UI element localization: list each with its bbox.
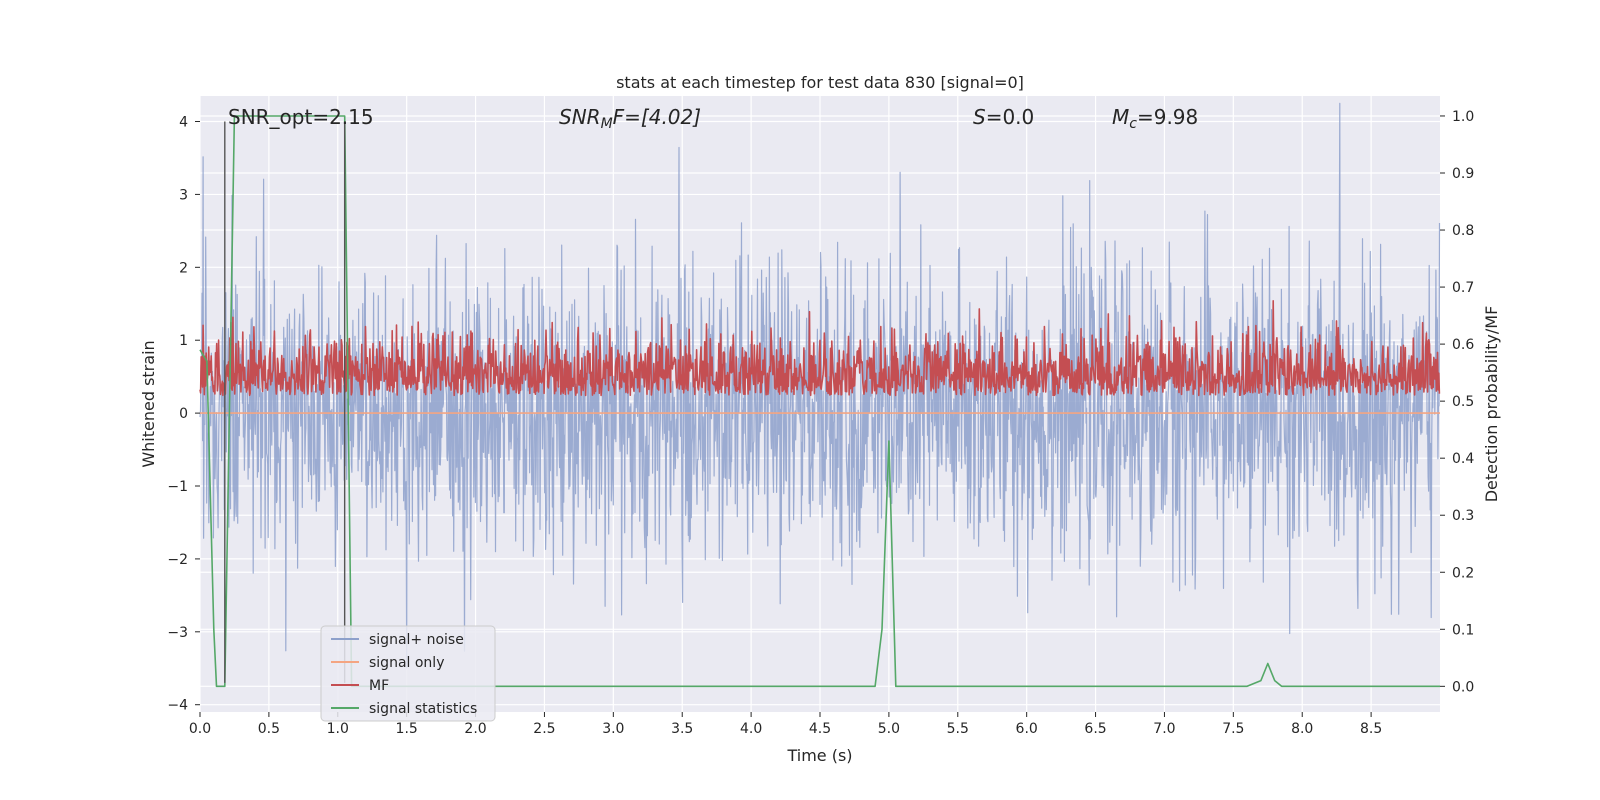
x-tick-label-8: 4.0 xyxy=(740,721,762,737)
x-tick-label-5: 2.5 xyxy=(533,721,555,737)
annotation-s-value: =0.0 xyxy=(986,105,1035,129)
x-tick-label-14: 7.0 xyxy=(1153,721,1175,737)
x-tick-label-9: 4.5 xyxy=(809,721,831,737)
chart-title: stats at each timestep for test data 830… xyxy=(616,73,1024,92)
y-tick-label-8: −4 xyxy=(167,698,188,714)
legend-label-signal-statistics: signal statistics xyxy=(369,701,477,717)
y-tick-label-4: 0 xyxy=(179,406,188,422)
x-tick-label-1: 0.5 xyxy=(258,721,280,737)
y2-tick-label-3: 0.7 xyxy=(1452,280,1474,296)
x-tick-label-0: 0.0 xyxy=(189,721,211,737)
legend-label-signal-only: signal only xyxy=(369,655,444,671)
x-tick-label-2: 1.0 xyxy=(327,721,349,737)
legend-label-mf: MF xyxy=(369,678,389,694)
legend: signal+ noise signal only MF signal stat… xyxy=(320,625,496,722)
annotation-mc-main: M xyxy=(1112,105,1129,129)
x-tick-label-15: 7.5 xyxy=(1222,721,1244,737)
x-tick-label-11: 5.5 xyxy=(947,721,969,737)
y2-tick-label-9: 0.1 xyxy=(1452,622,1474,638)
y-tick-label-7: −3 xyxy=(167,625,188,641)
x-tick-label-10: 5.0 xyxy=(878,721,900,737)
y-axis-label: Whitened strain xyxy=(139,340,158,467)
x-tick-label-7: 3.5 xyxy=(671,721,693,737)
series-mf xyxy=(199,300,1441,397)
x-tick-label-6: 3.0 xyxy=(602,721,624,737)
x-tick-label-13: 6.5 xyxy=(1084,721,1106,737)
x-axis-ticks: 0.0 0.5 1.0 1.5 2.0 2.5 3.0 3.5 4.0 4.5 5.0 5.5 6.0 6… xyxy=(189,712,1382,737)
x-axis-label: Time (s) xyxy=(786,746,852,765)
annotation-s-label: S xyxy=(973,105,986,129)
y2-tick-label-6: 0.4 xyxy=(1452,451,1474,467)
y2-axis-ticks: 1.0 0.9 0.8 0.7 0.6 0.5 0.4 0.3 0.2 0.1 0.0 xyxy=(1440,109,1474,695)
y2-tick-label-2: 0.8 xyxy=(1452,223,1474,239)
y2-tick-label-8: 0.2 xyxy=(1452,565,1474,581)
y2-axis-label: Detection probability/MF xyxy=(1482,306,1501,503)
annotation-snr-opt: SNR_opt=2.15 xyxy=(228,105,374,129)
y2-tick-label-10: 0.0 xyxy=(1452,679,1474,695)
y-tick-label-2: 2 xyxy=(179,260,188,276)
annotation-s: S=0.0 xyxy=(973,105,1034,129)
y-tick-label-3: 1 xyxy=(179,333,188,349)
y-tick-label-6: −2 xyxy=(167,552,188,568)
x-tick-label-3: 1.5 xyxy=(396,721,418,737)
annotation-snr-mf-main: SNR xyxy=(559,105,601,129)
annotation-mc-value: =9.98 xyxy=(1137,105,1198,129)
y2-tick-label-1: 0.9 xyxy=(1452,166,1474,182)
y2-tick-label-5: 0.5 xyxy=(1452,394,1474,410)
x-tick-label-17: 8.5 xyxy=(1360,721,1382,737)
y-tick-label-0: 4 xyxy=(179,115,188,131)
vertical-markers xyxy=(224,121,346,683)
legend-label-signal-noise: signal+ noise xyxy=(369,632,464,648)
y-axis-ticks: 4 3 2 1 0 −1 −2 −3 −4 xyxy=(167,115,200,714)
annotation-snr-mf: SNRMF=[4.02] xyxy=(559,105,701,132)
legend-box xyxy=(320,625,496,722)
y-tick-label-1: 3 xyxy=(179,187,188,203)
x-tick-label-12: 6.0 xyxy=(1016,721,1038,737)
annotation-mc: Mc=9.98 xyxy=(1112,105,1198,132)
y2-tick-label-7: 0.3 xyxy=(1452,508,1474,524)
x-tick-label-16: 8.0 xyxy=(1291,721,1313,737)
annotation-snr-mf-sub: M xyxy=(601,116,613,132)
annotation-mc-sub: c xyxy=(1129,116,1137,132)
y-tick-label-5: −1 xyxy=(167,479,188,495)
x-tick-label-4: 2.0 xyxy=(464,721,486,737)
y2-tick-label-0: 1.0 xyxy=(1452,109,1474,125)
annotation-snr-mf-rest: F=[4.02] xyxy=(613,105,701,129)
y2-tick-label-4: 0.6 xyxy=(1452,337,1474,353)
series-signal-statistics xyxy=(199,115,1440,688)
